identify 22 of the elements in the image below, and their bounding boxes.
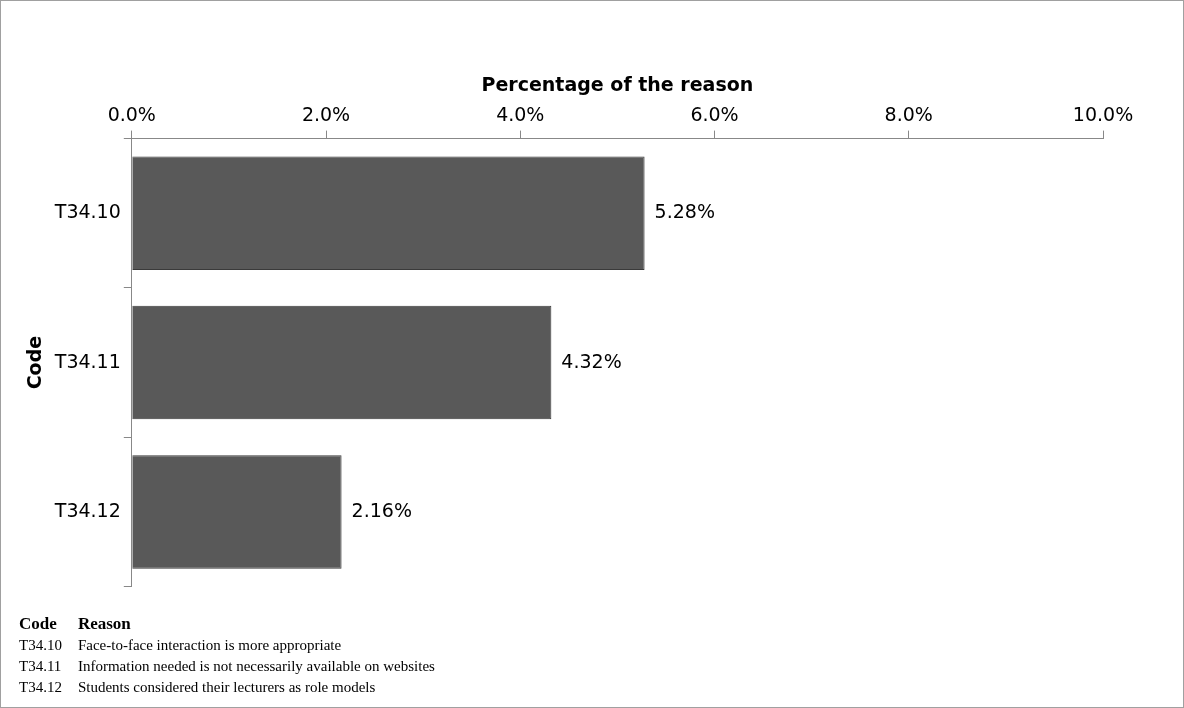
text: Code — [19, 613, 58, 635]
x-axis-title: Percentage of the reason — [481, 73, 754, 96]
text: Information needed is not necessarily available on websites — [77, 657, 436, 676]
text: T34.11 — [19, 657, 63, 676]
text: Reason — [77, 613, 132, 635]
x-tick-label: 4.0% — [496, 103, 545, 126]
text: T34.12 — [19, 678, 63, 697]
y-axis-title: Code — [23, 335, 46, 390]
x-tick-label: 2.0% — [301, 103, 351, 126]
x-tick-label: 8.0% — [884, 103, 933, 126]
data-label: 5.28% — [654, 200, 715, 223]
x-tick-label: 10.0% — [1072, 103, 1134, 126]
y-tick-label: T34.10 — [53, 200, 121, 223]
y-tick-label: T34.11 — [53, 349, 121, 372]
text: Face-to-face interaction is more appropriate — [77, 636, 343, 655]
data-label: 2.16% — [351, 498, 412, 521]
y-tick-label: T34.12 — [53, 498, 121, 521]
x-tick-label: 0.0% — [107, 103, 156, 126]
data-label: 4.32% — [561, 349, 622, 372]
x-tick-label: 6.0% — [690, 103, 739, 126]
text: T34.10 — [19, 636, 63, 655]
text: Students considered their lecturers as role models — [77, 678, 377, 697]
